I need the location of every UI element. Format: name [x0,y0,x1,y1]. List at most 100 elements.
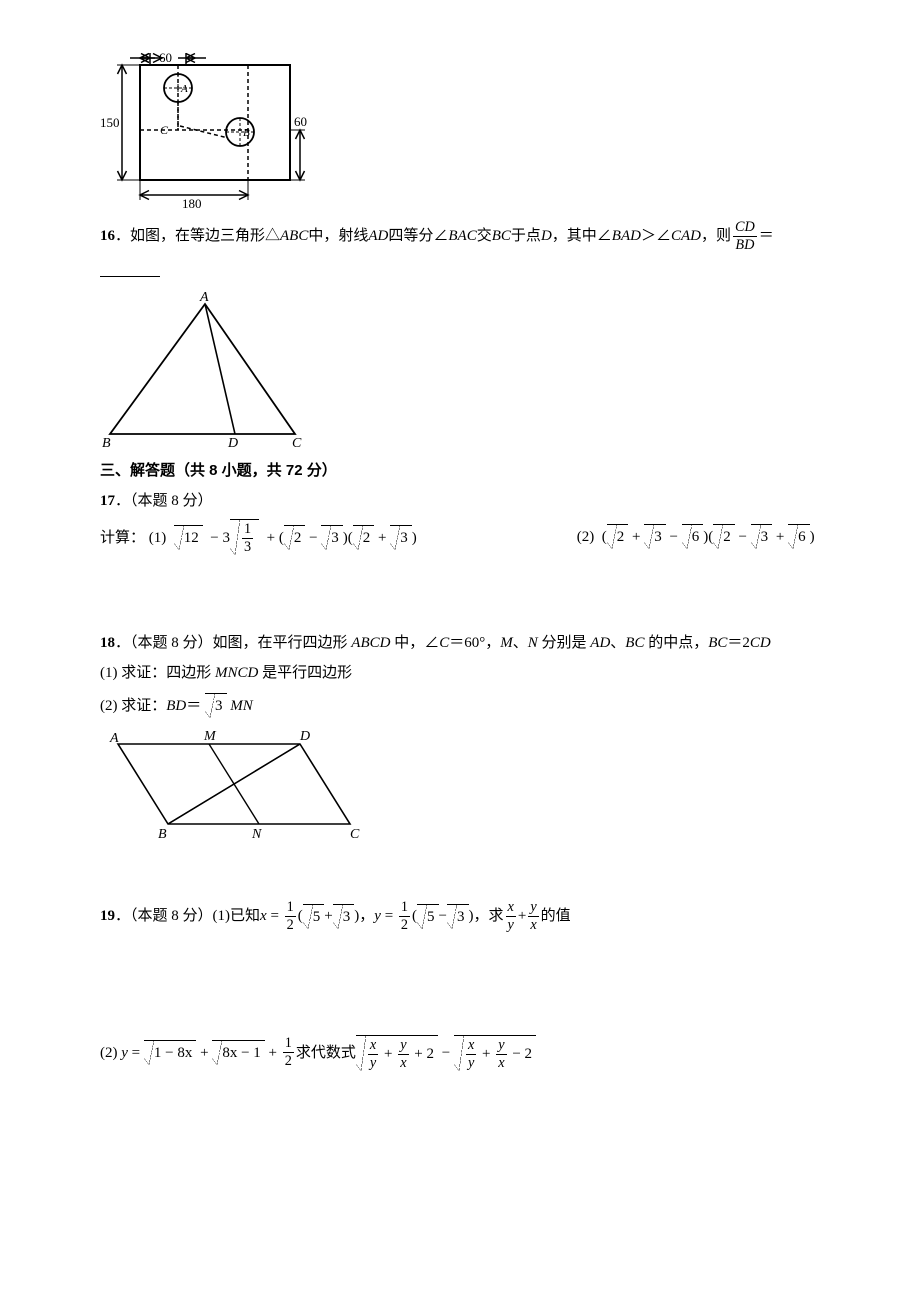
q17-part1: 计算： (1) 12 − 3 1 3 + (2 − 3)(2 + 3) [100,519,417,555]
q17-p1-e: 2 [294,530,302,546]
q18-sub2-t1: 求证： [118,698,167,714]
q16-t1: ．如图，在等边三角形△ [115,224,280,248]
q18-fig-c: C [350,827,360,842]
q18-points: ．（本题 8 分） [115,635,213,651]
q19-s2-y1: y [368,1056,378,1071]
q17-part2: (2) (2 + 3 − 6)(2 − 3 + 6) [577,524,815,549]
q19-s2-hd: 2 [283,1054,294,1069]
q17-p1-d: 3 [242,540,253,555]
q17-header: 17．（本题 8 分） [100,489,820,513]
q19-s3b: 3 [457,909,465,925]
q18-ad: AD [590,635,610,651]
q17-p1-f: 3 [331,530,339,546]
q16-tri-a: A [199,290,209,305]
q19-s3a: 3 [343,909,351,925]
q19-fr-y1: y [506,918,516,933]
q17-p2-label: (2) [577,529,595,545]
q15-figure: A B C [100,50,820,210]
q16-t8: ，则 [701,224,731,248]
q16-tri-d: D [227,436,238,449]
q19-s2-y: y [121,1041,128,1065]
q17-p1-a: 12 [184,530,199,546]
q18-fig-d: D [299,729,310,744]
q18-t4: 、 [513,635,528,651]
fig15-dim-top: 60 [159,50,172,65]
q19-s5b: 5 [427,909,435,925]
q19-half-d2: 2 [399,918,410,933]
q19-sub2: (2) y = 1 − 8x + 8x − 1 + 12 求代数式 xy + y… [100,1035,820,1071]
q18-t2: 中，∠ [390,635,439,651]
q18-fig-n: N [251,827,262,842]
q16-abc: ABC [280,224,308,248]
q19-s5a: 5 [313,909,321,925]
fig15-label-b: B [243,127,250,139]
q19-half-n1: 1 [285,900,296,915]
q16-eq: ＝ [759,224,774,248]
q19-s2-x1: x [368,1038,378,1053]
q16-blank-line [100,259,820,283]
q18-fig-m: M [203,729,217,744]
q18-number: 18 [100,635,115,651]
q18-t6: 、 [610,635,625,651]
q19-t3: ，求 [474,904,504,928]
q19-sub1-label: (1) [213,904,231,928]
q18-sub2: (2) 求证：BD＝ 3 MN [100,693,820,718]
q19-s2-y4: y [496,1038,506,1053]
q19-sub1: 19．（本题 8 分） (1) 已知 x = 12 (5 + 3) ， y = … [100,900,820,933]
fig15-label-c: C [160,123,169,137]
q17-points: ．（本题 8 分） [115,493,213,509]
q18-figure: A D B C M N [100,724,820,844]
q16-t6: ，其中∠ [552,224,612,248]
q16-ad: AD [368,224,388,248]
q18-sub1-label: (1) [100,665,118,681]
q19-s2-x2: x [398,1056,408,1071]
q18-m: M [500,635,513,651]
q17-p1-h: 3 [400,530,408,546]
q19-fr-y2: y [528,900,538,915]
q19-y: y [374,904,381,928]
q16-blank [100,276,160,277]
q17-p2-b: 3 [654,529,662,545]
q19-fr-x2: x [528,918,538,933]
q17-p2-d: 2 [723,529,731,545]
q18-sub1-t2: 是平行四边形 [258,665,352,681]
q19-sub1-t1: 已知 [230,904,260,928]
q17-p2-c: 6 [692,529,700,545]
q18-c: C [439,635,449,651]
q16-number: 16 [100,224,115,248]
q16-t5: 于点 [511,224,541,248]
q18-root3: 3 [215,698,223,714]
q19-half-d1: 2 [285,918,296,933]
q19-sub2-label: (2) [100,1041,118,1065]
q18-sub2-label: (2) [100,698,118,714]
q16-frac-num: CD [733,220,757,235]
q18-mncd: MNCD [215,665,258,681]
q19-s2-r2: 8x − 1 [222,1045,260,1061]
q17-prefix: 计算： [100,530,145,546]
q19-points: ．（本题 8 分） [115,904,213,928]
q16-tri-b: B [102,436,111,449]
q19-s2-x3: x [466,1038,476,1053]
q18-t1: 如图，在平行四边形 [213,635,352,651]
q18-t3: ＝60°， [449,635,500,651]
fig15-dim-left: 150 [100,115,120,130]
q18-fig-a: A [109,731,119,746]
q19-t2: ， [359,904,374,928]
q18-n: N [528,635,538,651]
q16-tri-c: C [292,436,302,449]
q18-sub2-t2: ＝ [186,698,201,714]
q19-s2-y3: y [466,1056,476,1071]
fig15-dim-bottom: 180 [182,196,202,210]
q17-p1-g: 2 [363,530,371,546]
q19-fr-x1: x [506,900,516,915]
q18-t7: 的中点， [644,635,708,651]
q17-number: 17 [100,493,115,509]
q19-s2-y2: y [398,1038,408,1053]
q18-bc2: BC [708,635,727,651]
fig15-label-a: A [180,83,188,95]
q17-p1-label: (1) [149,530,167,546]
q17-body: 计算： (1) 12 − 3 1 3 + (2 − 3)(2 + 3) (2) … [100,519,820,555]
q16-triangle-svg: A B C D [100,289,310,449]
q18-statement: 18．（本题 8 分）如图，在平行四边形 ABCD 中，∠C＝60°，M、N 分… [100,631,820,655]
q17-p2-a: 2 [617,529,625,545]
